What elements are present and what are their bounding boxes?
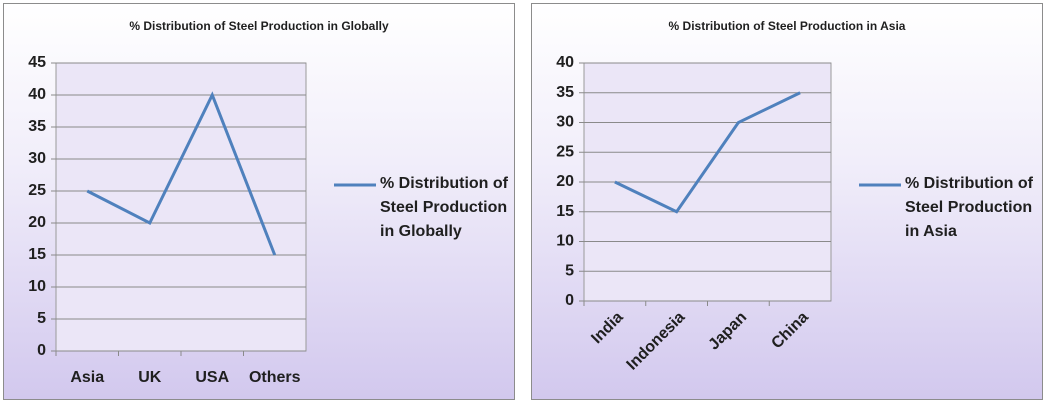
y-tick-label: 10	[556, 233, 574, 250]
y-tick-label: 5	[565, 262, 574, 279]
chart-panel: % Distribution of Steel Production in Gl…	[3, 3, 515, 400]
y-tick-label: 0	[565, 292, 574, 309]
y-tick-label: 40	[556, 54, 574, 71]
x-tick-label: India	[588, 309, 627, 348]
x-tick-label: USA	[195, 369, 229, 386]
legend-label: % Distribution of Steel Production in Gl…	[380, 175, 508, 240]
y-tick-label: 35	[28, 118, 46, 135]
x-tick-label: Indonesia	[624, 309, 689, 374]
chart: % Distribution of Steel Production in Gl…	[28, 19, 389, 386]
chart-title: % Distribution of Steel Production in As…	[669, 19, 906, 33]
legend-label: % Distribution of Steel Production in As…	[905, 175, 1033, 240]
y-tick-label: 25	[28, 182, 46, 199]
y-tick-label: 15	[28, 246, 46, 263]
y-tick-label: 40	[28, 86, 46, 103]
data-line	[86, 91, 277, 256]
y-tick-label: 30	[556, 114, 574, 131]
x-tick-label: Asia	[70, 369, 104, 386]
y-tick-label: 15	[556, 203, 574, 220]
x-tick-label: China	[768, 309, 812, 353]
x-tick-label: Japan	[705, 309, 750, 354]
y-tick-label: 25	[556, 143, 574, 160]
y-tick-label: 10	[28, 278, 46, 295]
chart-title: % Distribution of Steel Production in Gl…	[129, 19, 389, 33]
y-tick-label: 5	[37, 310, 46, 327]
y-tick-label: 20	[556, 173, 574, 190]
chart-panel: % Distribution of Steel Production in As…	[531, 3, 1043, 400]
y-tick-label: 35	[556, 84, 574, 101]
y-tick-label: 45	[28, 54, 46, 71]
x-tick-label: UK	[138, 369, 162, 386]
x-tick-label: Others	[249, 369, 301, 386]
y-tick-label: 0	[37, 342, 46, 359]
plot-area	[55, 62, 307, 352]
y-tick-label: 20	[28, 214, 46, 231]
y-tick-label: 30	[28, 150, 46, 167]
chart: % Distribution of Steel Production in As…	[556, 19, 906, 374]
data-line	[614, 91, 801, 214]
